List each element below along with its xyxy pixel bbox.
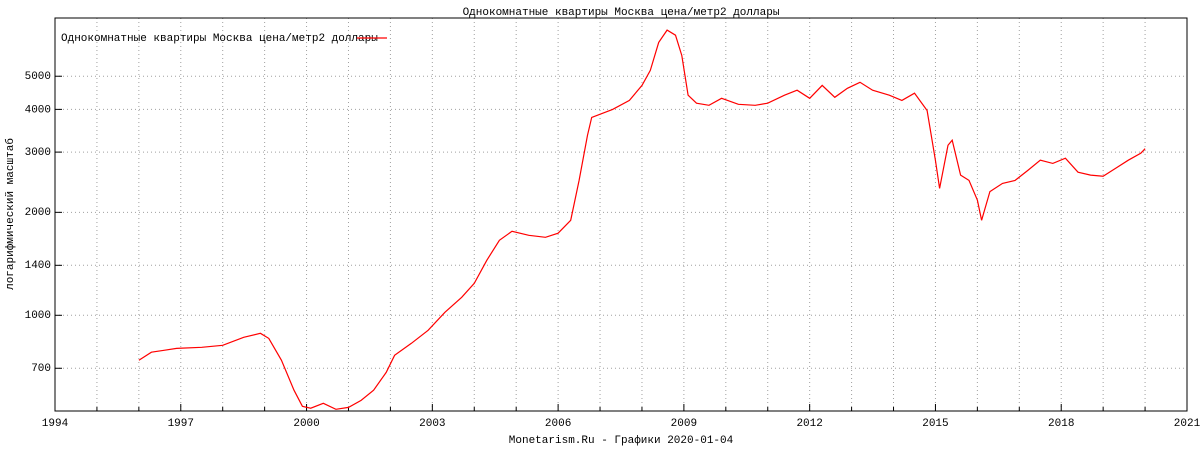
x-tick-label: 2006: [545, 418, 571, 430]
x-tick-label: 2021: [1174, 418, 1200, 430]
x-tick-label: 2012: [796, 418, 822, 430]
x-tick-label: 1997: [168, 418, 194, 430]
x-axis-label: Monetarism.Ru - Графики 2020-01-04: [509, 434, 734, 447]
y-tick-label: 3000: [25, 147, 51, 159]
x-tick-label: 1994: [42, 418, 69, 430]
y-tick-label: 700: [31, 363, 51, 375]
y-tick-label: 1400: [25, 260, 51, 272]
legend-label: Однокомнатные квартиры Москва цена/метр2…: [61, 33, 378, 45]
y-tick-label: 4000: [25, 104, 51, 116]
y-tick-label: 1000: [25, 310, 51, 322]
x-tick-label: 2015: [922, 418, 948, 430]
x-tick-label: 2000: [293, 418, 319, 430]
plot-frame: [54, 17, 1188, 412]
x-tick-label: 2003: [419, 418, 445, 430]
x-tick-label: 2009: [671, 418, 697, 430]
chart-title: Однокомнатные квартиры Москва цена/метр2…: [463, 7, 780, 19]
y-axis-label: логарифмический масштаб: [4, 138, 17, 290]
y-tick-label: 2000: [25, 207, 51, 219]
y-tick-label: 5000: [25, 71, 51, 83]
x-tick-label: 2018: [1048, 418, 1074, 430]
series-line: [138, 29, 1146, 410]
